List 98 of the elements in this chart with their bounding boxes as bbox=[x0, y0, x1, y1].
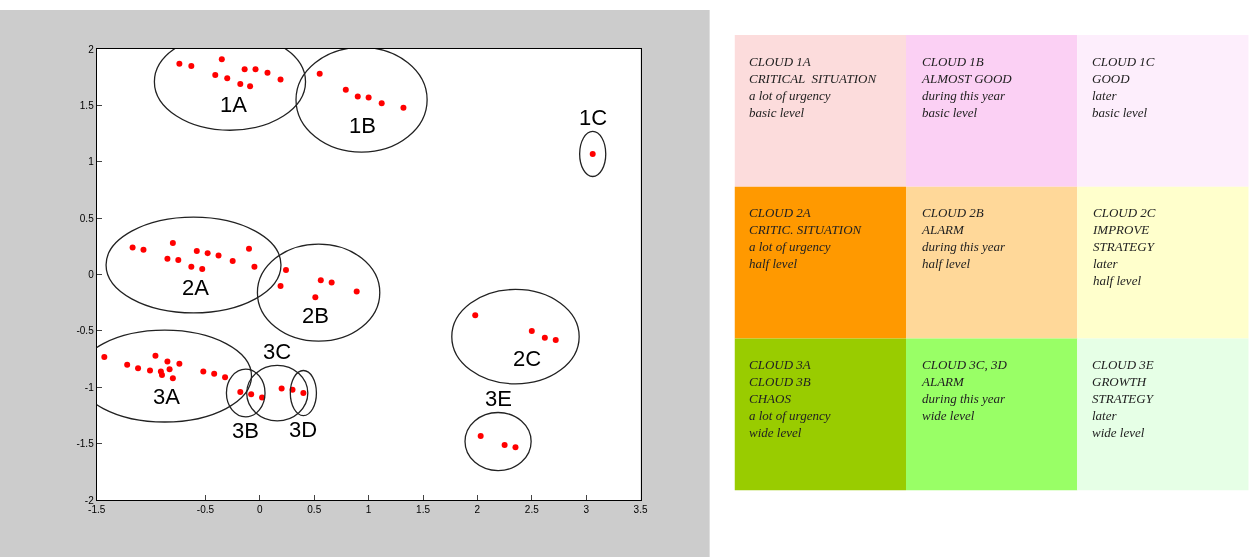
point bbox=[378, 100, 385, 107]
point bbox=[353, 288, 360, 295]
point bbox=[328, 279, 335, 286]
point bbox=[218, 56, 225, 63]
series-label: 3A bbox=[153, 384, 181, 409]
y-tick-label: 1 bbox=[88, 156, 95, 168]
y-tick-label: 1.5 bbox=[79, 99, 95, 111]
text: CLOUD 2C IMPROVE STRATEGY later half level bbox=[1092, 205, 1156, 288]
point bbox=[589, 150, 596, 157]
point bbox=[354, 93, 361, 100]
point bbox=[312, 294, 319, 301]
point bbox=[135, 365, 142, 372]
point bbox=[200, 368, 207, 375]
x-tick-label: 0 bbox=[257, 504, 264, 516]
point bbox=[300, 390, 307, 397]
x-tick-label: 1.5 bbox=[416, 504, 431, 516]
point bbox=[164, 255, 171, 262]
series-label: 1A bbox=[220, 92, 248, 117]
point bbox=[188, 263, 195, 270]
series-label: 3E bbox=[485, 386, 512, 411]
series-label: 2B bbox=[302, 303, 329, 328]
point bbox=[199, 265, 206, 272]
point bbox=[472, 312, 479, 319]
y-tick-label: -1 bbox=[84, 381, 95, 393]
point bbox=[215, 252, 222, 259]
x-tick-label: 2.5 bbox=[524, 504, 540, 516]
point bbox=[237, 388, 244, 395]
point bbox=[264, 69, 271, 76]
series-label: 3C bbox=[263, 339, 292, 364]
text: CLOUD 1A CRITICAL SITUATION a lot of urgency basic level bbox=[749, 54, 878, 120]
x-tick-label: 1 bbox=[365, 504, 372, 516]
point bbox=[229, 258, 236, 265]
text: CLOUD 1C GOOD later basic level bbox=[1092, 54, 1155, 120]
point bbox=[211, 370, 218, 377]
point bbox=[101, 353, 108, 360]
point bbox=[222, 374, 229, 381]
point bbox=[512, 444, 519, 451]
point bbox=[277, 76, 284, 83]
y-tick-label: 2 bbox=[88, 43, 95, 55]
series-label: 1C bbox=[579, 105, 608, 130]
y-tick-label: -1.5 bbox=[76, 438, 95, 450]
point bbox=[282, 267, 289, 274]
point bbox=[140, 246, 147, 253]
point bbox=[169, 375, 176, 382]
point bbox=[316, 70, 323, 77]
point bbox=[248, 391, 255, 398]
point bbox=[252, 66, 259, 73]
point bbox=[528, 328, 535, 334]
x-tick-label: 2 bbox=[474, 504, 481, 516]
point bbox=[251, 263, 258, 270]
text: CLOUD 3C, 3D ALARM during this year wide level bbox=[921, 357, 1008, 423]
y-tick-label: -2 bbox=[84, 494, 95, 506]
point bbox=[193, 247, 200, 254]
point bbox=[245, 245, 252, 252]
point bbox=[175, 256, 182, 263]
point bbox=[176, 360, 183, 367]
point bbox=[224, 75, 231, 82]
y-tick-label: 0 bbox=[88, 269, 95, 281]
series-label: 2A bbox=[182, 275, 210, 300]
point bbox=[247, 83, 254, 90]
point bbox=[317, 277, 324, 284]
point bbox=[164, 358, 171, 365]
point bbox=[212, 71, 219, 78]
text: CLOUD 2A CRITIC. SITUATION a lot of urgency half level bbox=[749, 205, 863, 271]
point bbox=[237, 80, 244, 87]
point bbox=[501, 441, 508, 448]
x-tick-label: 0.5 bbox=[307, 504, 322, 516]
text: CLOUD 3A CLOUD 3B CHAOS a lot of urgency wide level bbox=[749, 357, 831, 440]
y-tick-label: 0.5 bbox=[79, 212, 95, 224]
point bbox=[147, 367, 154, 374]
point bbox=[277, 282, 284, 289]
point bbox=[365, 94, 372, 101]
point bbox=[204, 250, 211, 257]
series-label: 3B bbox=[232, 418, 259, 443]
point bbox=[176, 60, 183, 67]
point bbox=[400, 104, 407, 111]
text: CLOUD 3E GROWTH STRATEGY later wide level bbox=[1092, 357, 1155, 440]
point bbox=[278, 385, 285, 392]
point bbox=[188, 62, 195, 69]
point bbox=[541, 334, 548, 341]
y-tick-label: -0.5 bbox=[76, 325, 95, 337]
text: CLOUD 1B ALMOST GOOD during this year basic level bbox=[921, 54, 1013, 120]
point bbox=[342, 86, 349, 93]
series-label: 2C bbox=[513, 346, 542, 371]
x-tick-label: 3 bbox=[583, 504, 590, 516]
x-tick-label: 3.5 bbox=[633, 504, 648, 516]
x-tick-label: -0.5 bbox=[196, 504, 215, 516]
point bbox=[552, 337, 559, 344]
point bbox=[166, 366, 173, 373]
series-label: 1B bbox=[349, 113, 376, 138]
point bbox=[241, 66, 248, 73]
point bbox=[169, 240, 176, 247]
series-label: 3D bbox=[289, 417, 318, 442]
point bbox=[129, 244, 136, 251]
point bbox=[477, 432, 484, 439]
point bbox=[152, 352, 159, 359]
point bbox=[124, 361, 131, 368]
text: CLOUD 2B ALARM during this year half level bbox=[921, 205, 1006, 271]
